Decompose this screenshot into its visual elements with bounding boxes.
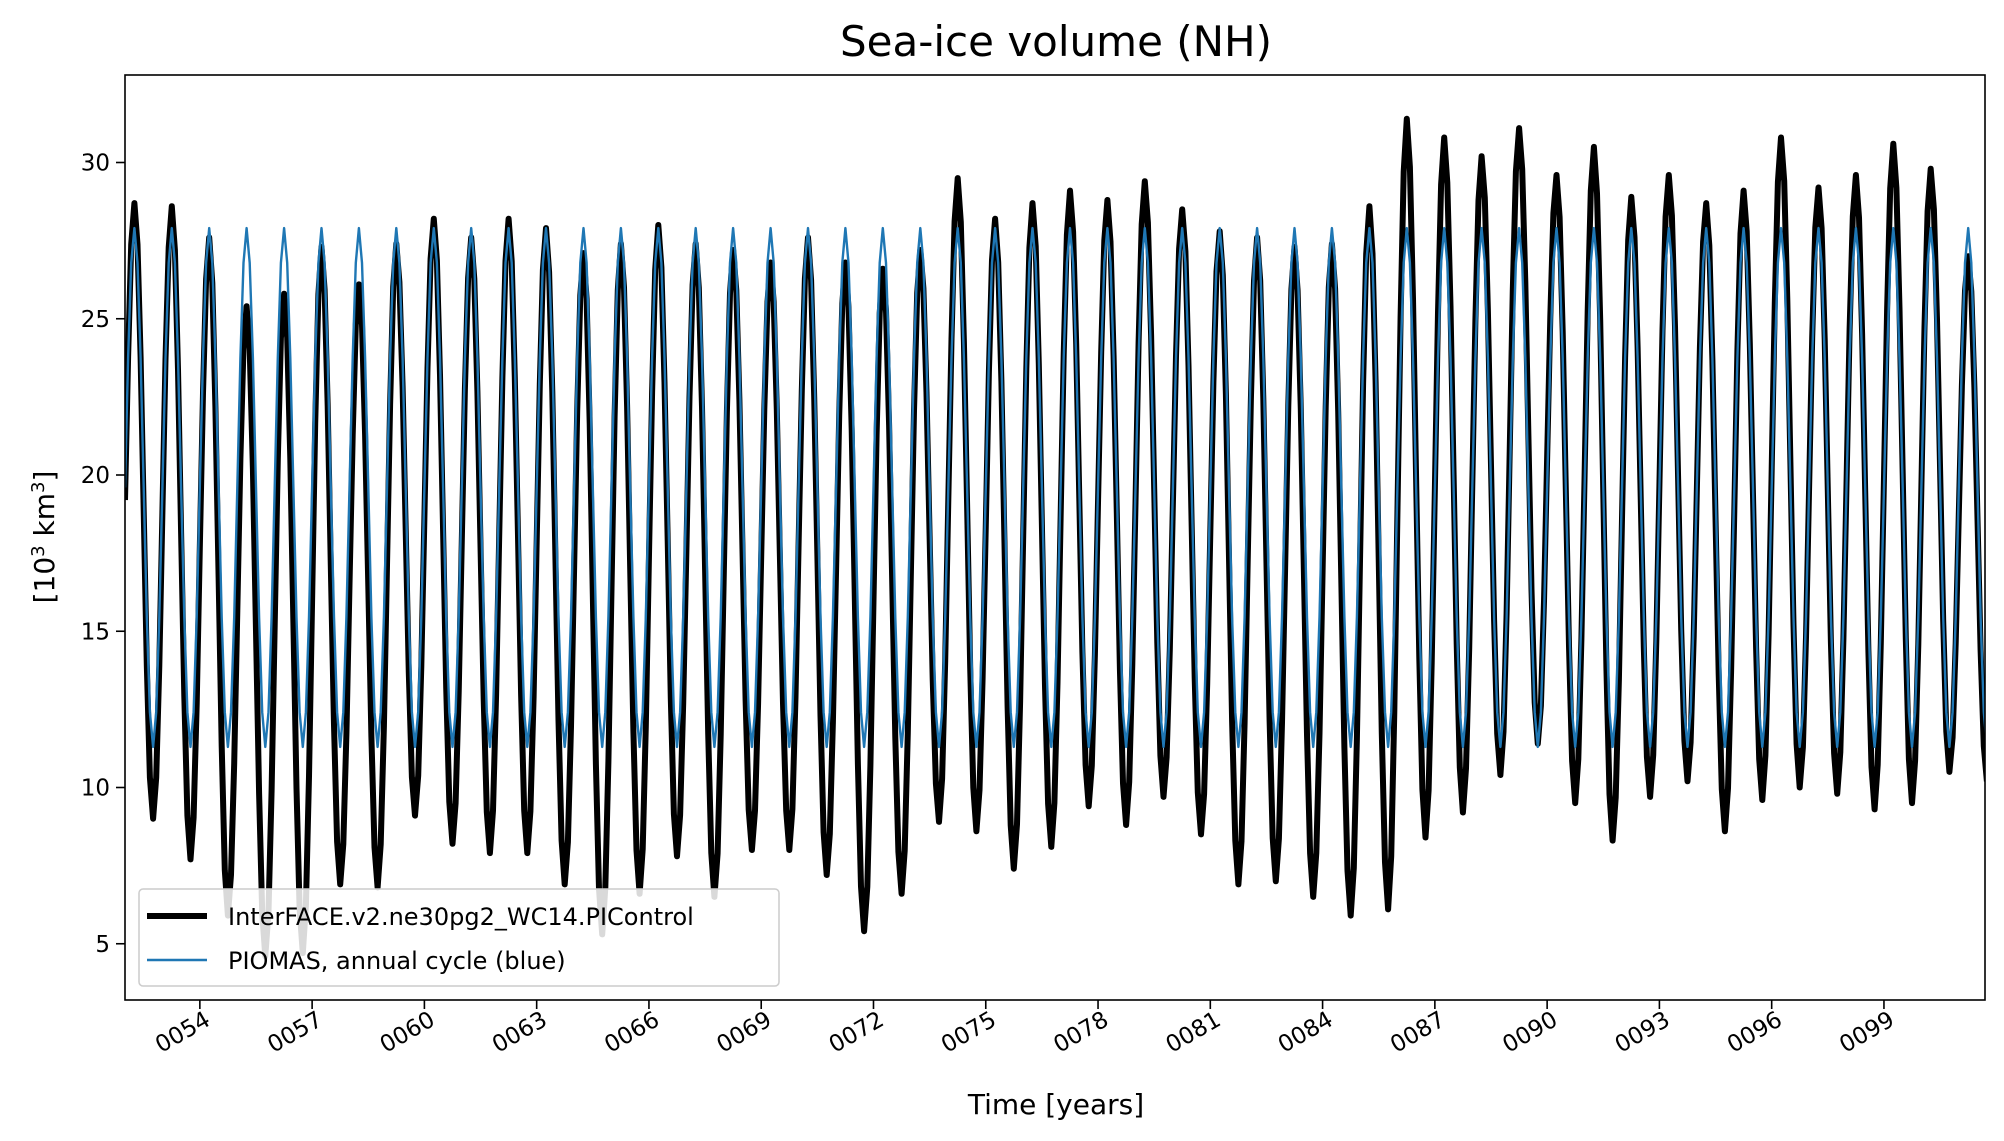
y-axis-label: [103 km3] (28, 471, 61, 604)
y-tick-label: 20 (81, 463, 110, 489)
y-tick-label: 15 (81, 619, 110, 645)
legend-label-piomas: PIOMAS, annual cycle (blue) (228, 947, 566, 975)
y-tick-label: 30 (81, 151, 110, 177)
x-axis-label: Time [years] (967, 1088, 1144, 1121)
y-axis: 5 10 15 20 25 30 (81, 151, 125, 958)
chart-title: Sea-ice volume (NH) (840, 17, 1272, 66)
y-tick-label: 10 (81, 776, 110, 802)
y-tick-label: 5 (95, 932, 110, 958)
legend-label-model: InterFACE.v2.ne30pg2_WC14.PIControl (228, 903, 694, 931)
plot-frame (124, 74, 1986, 1001)
legend: InterFACE.v2.ne30pg2_WC14.PIControl PIOM… (138, 888, 780, 987)
series-line-piomas (125, 226, 1985, 749)
y-tick-label: 25 (81, 307, 110, 333)
legend-box (138, 888, 780, 987)
